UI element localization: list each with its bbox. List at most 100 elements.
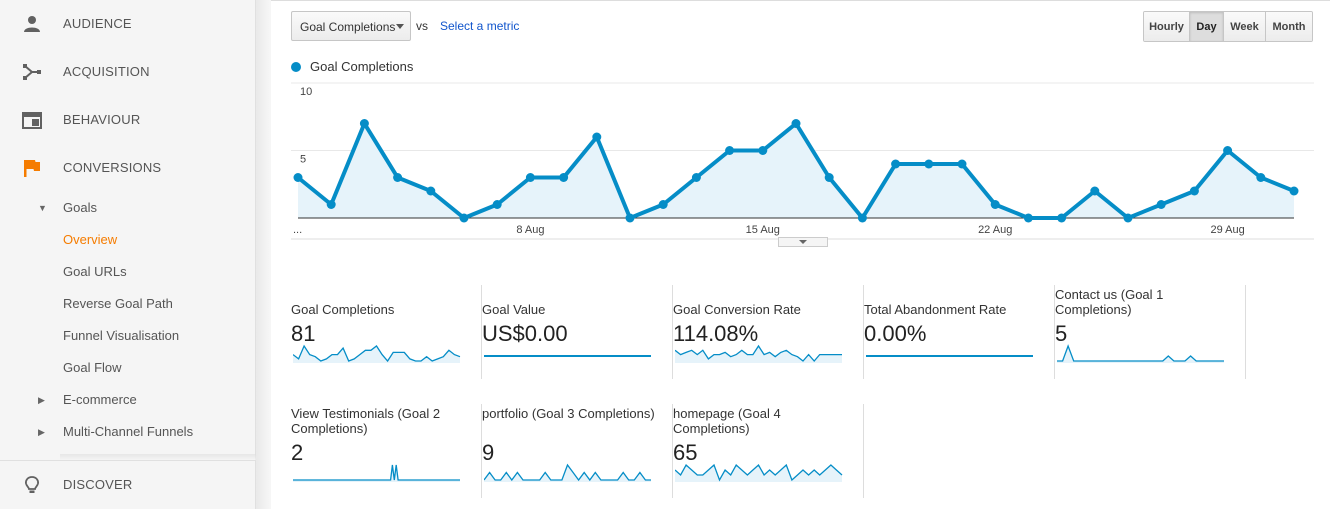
sidebar-item-label: ACQUISITION <box>63 64 150 79</box>
data-point[interactable] <box>426 186 436 196</box>
scorecard[interactable]: Goal Completions 81 <box>291 285 482 379</box>
sidebar-item-goals[interactable]: Goals <box>63 200 97 215</box>
data-point[interactable] <box>957 159 967 169</box>
period-hourly-button[interactable]: Hourly <box>1144 12 1190 41</box>
period-day-button[interactable]: Day <box>1190 12 1224 41</box>
data-point[interactable] <box>293 173 303 182</box>
sparkline-line <box>293 344 461 363</box>
data-point[interactable] <box>592 132 602 142</box>
legend-label: Goal Completions <box>310 59 414 74</box>
scorecard[interactable]: View Testimonials (Goal 2 Completions) 2 <box>291 404 482 498</box>
sparkline-line <box>1057 344 1224 362</box>
data-point[interactable] <box>658 200 668 209</box>
data-point[interactable] <box>359 119 369 128</box>
sparkline-area <box>484 465 651 482</box>
scorecard[interactable]: Contact us (Goal 1 Completions) 5 <box>1055 285 1246 379</box>
sparkline-line <box>484 463 651 482</box>
scorecard[interactable]: homepage (Goal 4 Completions) 65 <box>673 404 864 498</box>
sidebar-item-multi-channel-funnels[interactable]: Multi-Channel Funnels <box>63 424 194 439</box>
sidebar-item-discover[interactable]: DISCOVER <box>0 461 256 509</box>
data-point[interactable] <box>1289 186 1299 196</box>
divider <box>0 460 256 461</box>
sparkline <box>675 344 842 363</box>
scorecard-value: 2 <box>291 440 304 465</box>
data-point[interactable] <box>691 173 701 182</box>
data-point[interactable] <box>725 146 735 155</box>
data-point[interactable] <box>891 159 901 169</box>
scorecard[interactable]: Total Abandonment Rate 0.00% <box>864 285 1055 379</box>
browser-window-icon <box>22 112 42 129</box>
period-week-button[interactable]: Week <box>1224 12 1266 41</box>
data-point[interactable] <box>459 213 469 223</box>
data-point[interactable] <box>824 173 834 182</box>
data-point[interactable] <box>525 173 535 182</box>
sidebar-item-acquisition[interactable]: ACQUISITION <box>0 48 256 96</box>
person-icon <box>24 16 40 32</box>
flag-icon <box>24 160 40 177</box>
data-point[interactable] <box>1256 173 1266 182</box>
chart-collapse-toggle[interactable] <box>778 237 828 247</box>
sidebar-item-overview[interactable]: Overview <box>63 232 118 247</box>
data-point[interactable] <box>559 173 569 182</box>
vs-label: vs <box>416 19 428 33</box>
period-selector: Hourly Day Week Month <box>1143 11 1313 42</box>
x-tick-label: 15 Aug <box>746 224 780 236</box>
sidebar-item-label: DISCOVER <box>63 477 133 492</box>
lightbulb-icon <box>25 476 39 493</box>
scorecard-value: 5 <box>1055 321 1068 346</box>
y-tick-label: 5 <box>300 154 306 166</box>
scorecard-value: 0.00% <box>864 321 927 346</box>
data-point[interactable] <box>1057 213 1067 223</box>
data-point[interactable] <box>758 146 768 155</box>
sidebar-item-reverse-goal-path[interactable]: Reverse Goal Path <box>63 296 173 311</box>
sidebar-item-audience[interactable]: AUDIENCE <box>0 0 256 48</box>
scorecard-title: Contact us (Goal 1 Completions) <box>1055 287 1164 317</box>
sparkline <box>293 344 461 363</box>
select-metric-link[interactable]: Select a metric <box>440 19 520 33</box>
y-tick-label: 10 <box>300 86 312 98</box>
data-point[interactable] <box>990 200 1000 209</box>
data-point[interactable] <box>1223 146 1233 155</box>
sidebar-item-funnel-visualisation[interactable]: Funnel Visualisation <box>63 328 180 343</box>
sidebar: AUDIENCE ACQUISITION BEHAVIOUR <box>0 0 271 509</box>
sidebar-item-goal-flow[interactable]: Goal Flow <box>63 360 122 375</box>
data-point[interactable] <box>1090 186 1100 196</box>
data-point[interactable] <box>857 213 867 223</box>
sidebar-item-ecommerce[interactable]: E-commerce <box>63 392 137 407</box>
scorecard-title: Goal Value <box>482 302 546 317</box>
sidebar-item-conversions[interactable]: CONVERSIONS <box>0 144 256 192</box>
sparkline <box>1057 344 1224 363</box>
sparkline <box>675 463 843 482</box>
goal-completions-chart: 10 5... 8 Aug 15 Aug 22 Aug 29 Aug <box>291 82 1314 240</box>
scorecard-value: 65 <box>673 440 698 465</box>
data-point[interactable] <box>1023 213 1033 223</box>
x-tick-label: 22 Aug <box>978 224 1012 236</box>
scorecard[interactable]: portfolio (Goal 3 Completions) 9 <box>482 404 673 498</box>
data-point[interactable] <box>1123 213 1133 223</box>
sidebar-item-label: CONVERSIONS <box>63 160 162 175</box>
x-tick-label: 8 Aug <box>516 224 544 236</box>
sidebar-item-label: AUDIENCE <box>63 16 132 31</box>
scorecard[interactable]: Goal Conversion Rate 114.08% <box>673 285 864 379</box>
data-point[interactable] <box>492 200 502 209</box>
legend-dot-icon <box>291 61 301 72</box>
sparkline-line <box>293 464 460 481</box>
scorecard[interactable]: Goal Value US$0.00 <box>482 285 673 379</box>
data-point[interactable] <box>1189 186 1199 196</box>
data-point[interactable] <box>625 213 635 223</box>
collapsed-triangle-icon: ▶ <box>38 395 45 405</box>
data-point[interactable] <box>924 159 934 169</box>
sidebar-item-behaviour[interactable]: BEHAVIOUR <box>0 96 256 144</box>
data-point[interactable] <box>393 173 403 182</box>
sidebar-item-goal-urls[interactable]: Goal URLs <box>63 264 127 279</box>
metric-select[interactable]: Goal Completions <box>291 11 411 41</box>
data-point[interactable] <box>791 119 801 128</box>
period-month-button[interactable]: Month <box>1266 12 1312 41</box>
sparkline-area <box>293 346 460 363</box>
data-point[interactable] <box>326 200 336 209</box>
scorecard-value: 9 <box>482 440 495 465</box>
sparkline <box>484 463 651 482</box>
sparkline <box>484 355 651 357</box>
data-point[interactable] <box>1156 200 1166 209</box>
sparkline <box>293 464 460 482</box>
